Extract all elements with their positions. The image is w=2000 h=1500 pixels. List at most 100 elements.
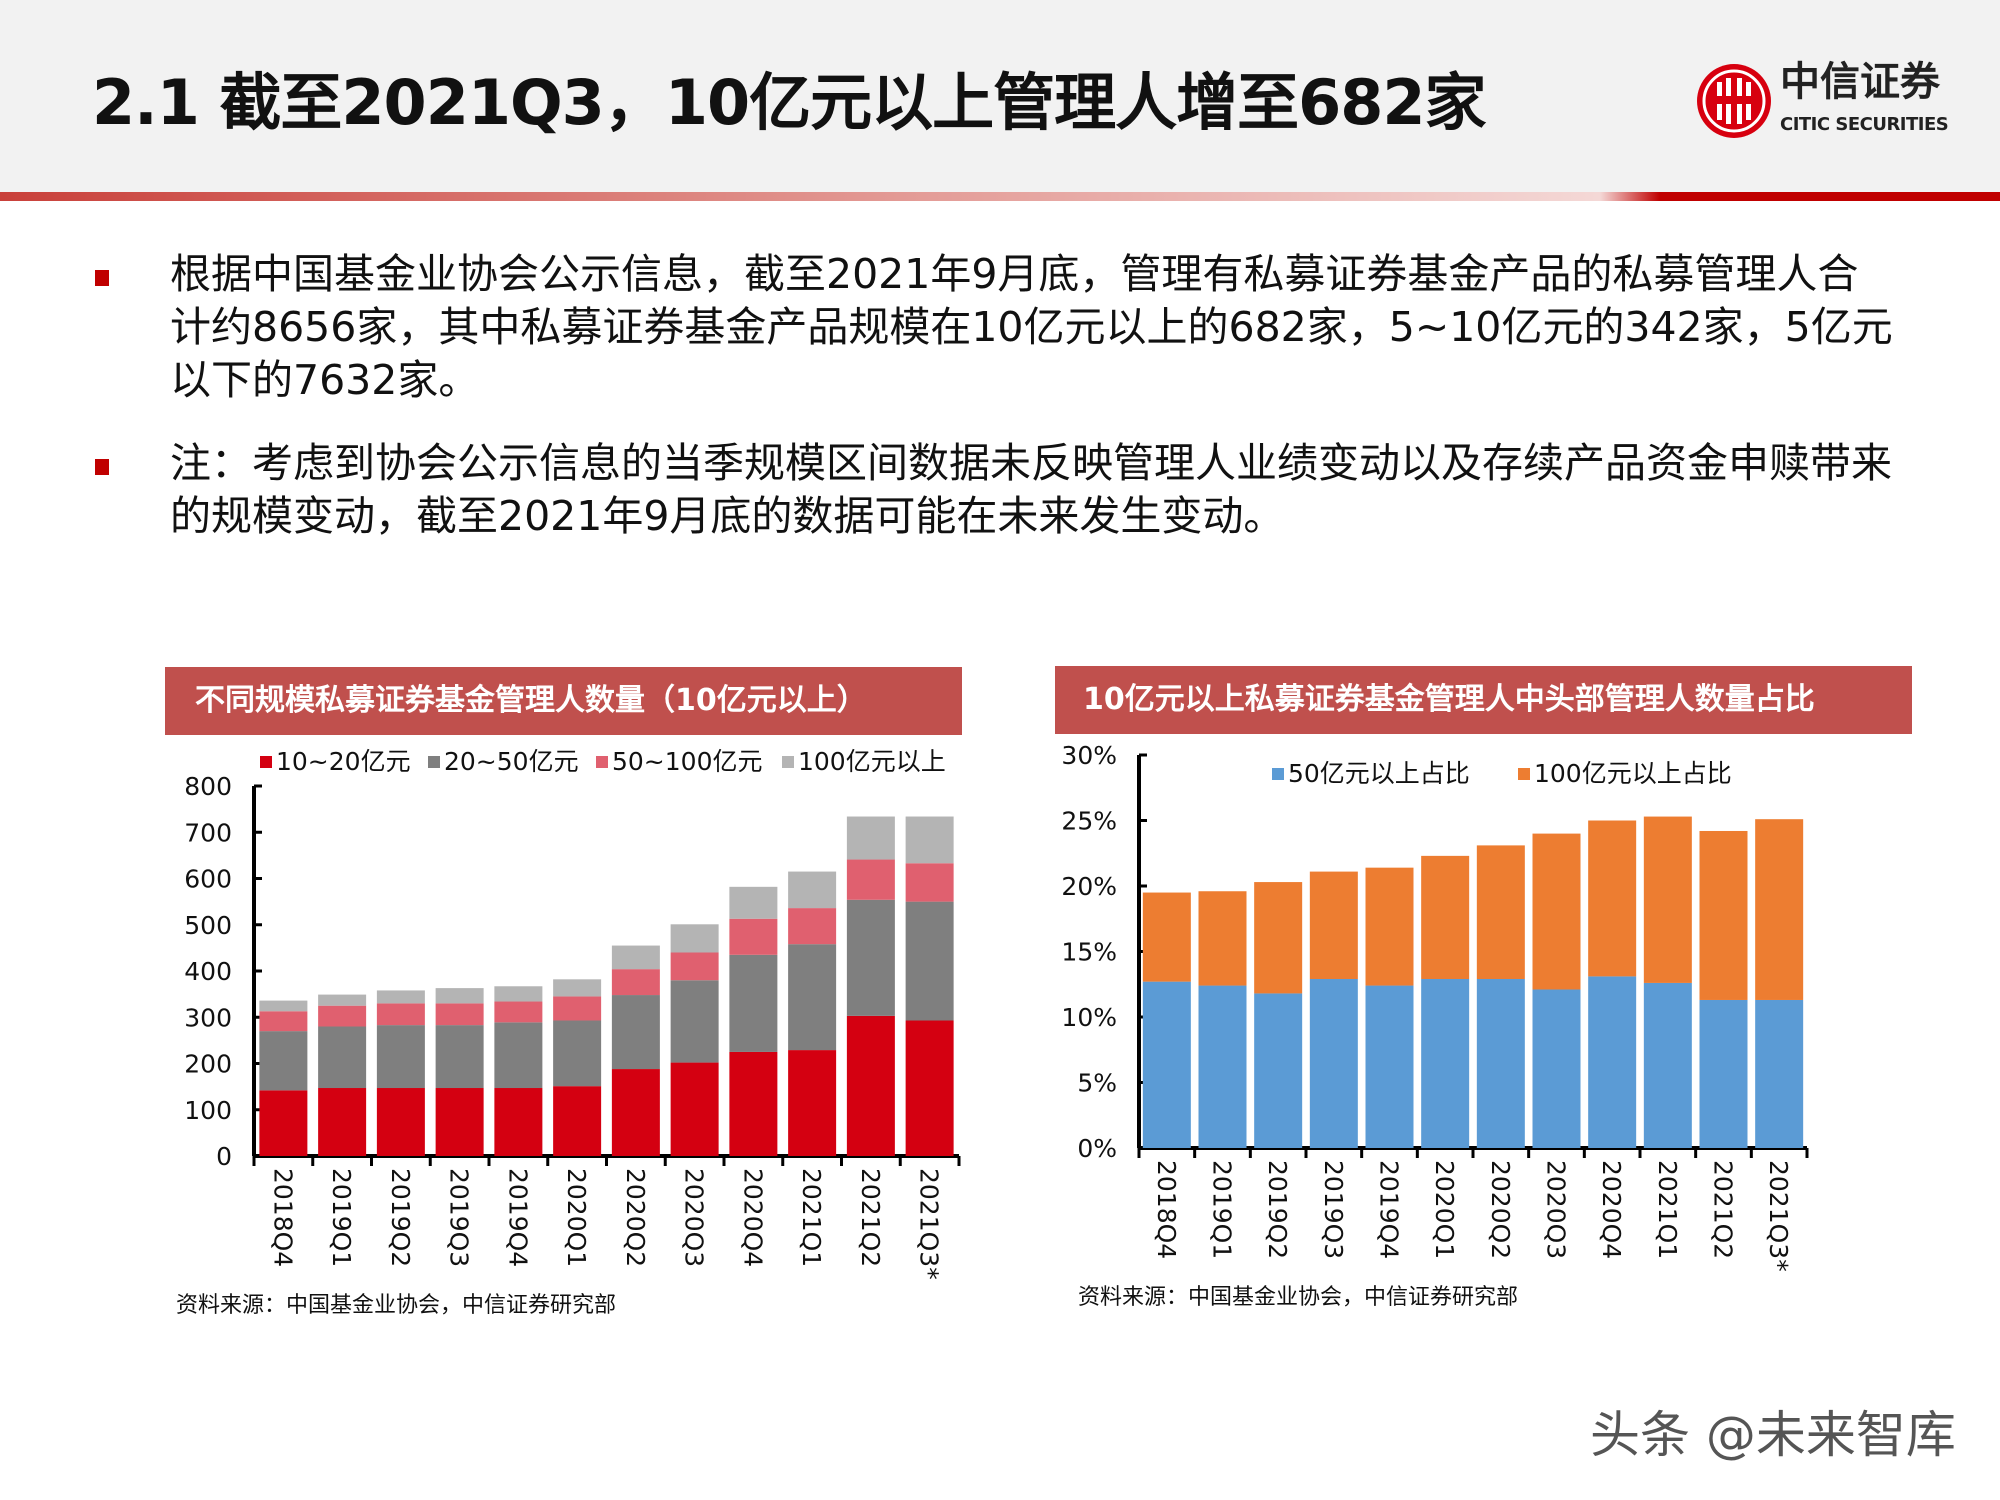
chart1-x-tick-label: 2021Q1 [797,1168,826,1267]
chart1-legend-swatch [260,756,272,768]
chart1-x-tick-label: 2019Q1 [327,1168,356,1267]
chart1-legend-swatch [782,756,794,768]
chart1-x-tick-label: 2019Q2 [386,1168,415,1267]
chart2-x-tick-label: 2020Q2 [1486,1160,1515,1259]
chart2-x-tick-label: 2021Q3* [1764,1160,1793,1272]
chart2-bar-100亿元以上占比-2019Q4 [1365,867,1414,986]
chart1-legend-label: 20~50亿元 [444,747,579,776]
chart1-bar-100亿元以上-2019Q3 [435,988,484,1004]
chart1-bar-50~100亿元-2019Q4 [494,1001,543,1023]
chart2-bar-50亿元以上占比-2019Q4 [1365,985,1414,1148]
chart1-bar-100亿元以上-2020Q4 [729,886,778,919]
chart1-bar-10~20亿元-2020Q1 [553,1086,602,1156]
chart1-bar-50~100亿元-2020Q4 [729,918,778,955]
chart2-bar-50亿元以上占比-2021Q1 [1643,982,1692,1148]
chart1-bar-20~50亿元-2021Q3* [905,901,954,1021]
chart1-bar-20~50亿元-2019Q3 [435,1025,484,1089]
chart2-x-tick-label: 2020Q4 [1597,1160,1626,1259]
slide-header: 2.1 截至2021Q3，10亿元以上管理人增至682家 中信证券 CITIC … [0,0,2000,192]
chart1-bar-50~100亿元-2021Q2 [846,859,895,900]
chart1-bar-20~50亿元-2020Q3 [670,980,719,1063]
chart1-bar-20~50亿元-2019Q2 [376,1025,425,1089]
chart2-legend-label: 50亿元以上占比 [1288,759,1470,788]
chart1-bar-100亿元以上-2018Q4 [259,1000,308,1012]
chart2-y-tick-label: 10% [1061,1003,1117,1032]
chart2-x-tick-label: 2019Q1 [1208,1160,1237,1259]
chart1-x-tick-label: 2019Q4 [503,1168,532,1267]
chart2-bar-100亿元以上占比-2021Q2 [1699,830,1748,1000]
chart1-legend-label: 10~20亿元 [276,747,411,776]
chart1-bar-50~100亿元-2020Q1 [553,996,602,1021]
chart1-bar-20~50亿元-2018Q4 [259,1031,308,1091]
chart1-bar-20~50亿元-2021Q2 [846,899,895,1016]
header-divider [0,192,2000,201]
chart1-bar-50~100亿元-2019Q2 [376,1003,425,1026]
chart1-bar-100亿元以上-2021Q2 [846,816,895,860]
chart2-bar-50亿元以上占比-2018Q4 [1142,981,1191,1148]
chart1-bar-10~20亿元-2019Q3 [435,1088,484,1156]
chart1-bar-20~50亿元-2020Q2 [611,995,660,1070]
chart2-bar-100亿元以上占比-2019Q2 [1254,882,1303,994]
chart1-bar-20~50亿元-2019Q4 [494,1022,543,1089]
chart1-y-tick-label: 600 [184,865,232,894]
chart1-bar-10~20亿元-2021Q3* [905,1020,954,1156]
chart2-x-tick-label: 2020Q1 [1430,1160,1459,1259]
chart2-bar-100亿元以上占比-2018Q4 [1142,892,1191,982]
chart1-x-tick-label: 2020Q2 [621,1168,650,1267]
chart2-bar-50亿元以上占比-2020Q3 [1532,989,1581,1148]
chart1-bar-20~50亿元-2019Q1 [318,1026,367,1089]
chart1-bar-10~20亿元-2020Q3 [670,1062,719,1156]
chart1-bar-50~100亿元-2021Q1 [788,908,837,945]
bullet-item-1: 根据中国基金业协会公示信息，截至2021年9月底，管理有私募证券基金产品的私募管… [95,248,1895,407]
chart2-bar-50亿元以上占比-2020Q2 [1476,979,1525,1148]
chart1-y-tick-label: 0 [216,1142,232,1171]
chart2-bar-50亿元以上占比-2020Q4 [1588,976,1637,1148]
chart1-bar-10~20亿元-2018Q4 [259,1090,308,1156]
chart1-bar-20~50亿元-2020Q4 [729,954,778,1052]
chart1-x-tick-label: 2021Q3* [915,1168,944,1280]
chart1-bar-50~100亿元-2020Q2 [611,969,660,996]
chart1-source: 资料来源：中国基金业协会，中信证券研究部 [176,1293,617,1318]
chart1-y-tick-label: 200 [184,1050,232,1079]
chart1-bar-20~50亿元-2020Q1 [553,1020,602,1087]
chart1-x-tick-label: 2020Q3 [680,1168,709,1267]
chart1-y-tick-label: 800 [184,772,232,801]
chart1-bar-10~20亿元-2019Q4 [494,1088,543,1156]
chart2-bar-100亿元以上占比-2019Q1 [1198,891,1247,986]
chart1-y-tick-label: 300 [184,1003,232,1032]
chart2-legend-swatch [1272,768,1284,780]
watermark: 头条 @未来智库 [1590,1406,1956,1464]
chart2-x-tick-label: 2018Q4 [1152,1160,1181,1259]
chart1-legend-swatch [428,756,440,768]
logo-chinese-text: 中信证券 [1780,58,1940,105]
chart1-bar-10~20亿元-2021Q1 [788,1050,837,1156]
chart1-x-tick-label: 2021Q2 [856,1168,885,1267]
chart2-legend-label: 100亿元以上占比 [1534,759,1732,788]
logo-english-text: CITIC SECURITIES [1780,114,1949,135]
chart2-bar-50亿元以上占比-2019Q1 [1198,985,1247,1148]
chart1-bar-100亿元以上-2021Q3* [905,816,954,864]
bullet-text-2: 注：考虑到协会公示信息的当季规模区间数据未反映管理人业绩变动以及存续产品资金申赎… [170,439,1892,540]
chart1-bar-10~20亿元-2020Q4 [729,1051,778,1156]
chart2-x-tick-label: 2019Q4 [1375,1160,1404,1259]
chart1-bar-100亿元以上-2019Q1 [318,994,367,1006]
chart1-bar-100亿元以上-2021Q1 [788,871,837,909]
chart1-bar-100亿元以上-2019Q2 [376,990,425,1004]
chart1-y-tick-label: 500 [184,911,232,940]
chart2-bar-100亿元以上占比-2021Q3* [1755,819,1804,1000]
chart2-bar-50亿元以上占比-2021Q3* [1755,999,1804,1148]
chart2-y-tick-label: 25% [1061,807,1117,836]
chart2-bar-50亿元以上占比-2020Q1 [1421,979,1470,1148]
chart2-y-tick-label: 30% [1061,741,1117,770]
chart1-bar-10~20亿元-2019Q2 [376,1088,425,1156]
chart2-bar-100亿元以上占比-2020Q2 [1476,845,1525,980]
chart2-bar-100亿元以上占比-2019Q3 [1309,871,1358,980]
chart2-legend-swatch [1518,768,1530,780]
chart1-x-tick-label: 2020Q1 [562,1168,591,1267]
chart1-y-tick-label: 700 [184,818,232,847]
slide-title: 2.1 截至2021Q3，10亿元以上管理人增至682家 [92,66,1487,139]
chart2-title-bar: 10亿元以上私募证券基金管理人中头部管理人数量占比 [1055,666,1912,734]
chart2-x-tick-label: 2019Q2 [1263,1160,1292,1259]
chart2-bar-100亿元以上占比-2021Q1 [1643,816,1692,983]
chart2-x-tick-label: 2021Q2 [1709,1160,1738,1259]
